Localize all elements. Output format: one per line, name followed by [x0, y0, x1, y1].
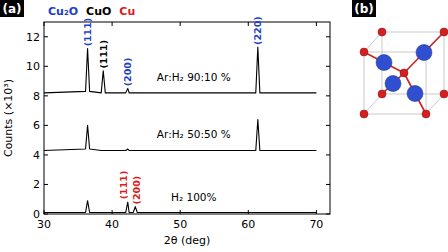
y-tick: [326, 214, 330, 215]
y-tick: [44, 214, 48, 215]
y-tick: [326, 95, 330, 96]
curve-label: H₂ 100%: [171, 191, 216, 203]
y-tick: [326, 66, 330, 67]
atom-o: [422, 110, 430, 118]
x-tick-label: 40: [105, 218, 119, 231]
atom-o: [440, 28, 448, 36]
y-tick-label: 0: [33, 208, 40, 221]
x-tick: [180, 22, 181, 26]
y-tick-label: 6: [33, 119, 40, 132]
atom-cu: [376, 55, 392, 71]
x-tick: [248, 22, 249, 26]
atom-cu: [385, 76, 401, 92]
x-tick: [44, 22, 45, 26]
atom-o: [360, 110, 368, 118]
y-tick: [44, 36, 48, 37]
y-tick-label: 2: [33, 178, 40, 191]
x-tick-label: 50: [173, 218, 187, 231]
panel-label-box: [352, 0, 376, 17]
bond: [404, 32, 444, 73]
atom-o: [440, 90, 448, 98]
phase-legend: Cu₂O: [48, 5, 78, 18]
cell-edge: [426, 52, 427, 114]
curve-label: Ar:H₂ 50:50 %: [157, 128, 231, 140]
atom-cu: [407, 86, 423, 102]
y-tick-label: 8: [33, 90, 40, 103]
bond: [382, 73, 404, 94]
peak-label: (220): [252, 16, 263, 45]
peak-label: (111): [118, 171, 129, 200]
x-tick-label: 70: [309, 218, 323, 231]
peak-label: (111): [98, 40, 109, 69]
figure: (a)(b)Cu₂OCuOCu30405060700246810122θ (de…: [0, 0, 448, 252]
x-tick-label: 60: [241, 218, 255, 231]
xrd-curve: [44, 119, 316, 150]
atom-o: [378, 90, 386, 98]
cell-edge: [364, 114, 426, 115]
y-tick: [44, 184, 48, 185]
cell-edge: [382, 32, 444, 33]
y-tick: [44, 154, 48, 155]
curves: [44, 47, 316, 212]
panel-label: (a): [2, 2, 21, 16]
phase-legend: CuO: [86, 5, 111, 18]
y-tick: [44, 95, 48, 96]
x-tick: [112, 22, 113, 26]
y-tick-label: 4: [33, 149, 40, 162]
plot-frame: [44, 22, 330, 214]
atom-o: [400, 69, 408, 77]
peak-label: (200): [122, 58, 133, 87]
atom-o: [360, 48, 368, 56]
cell-edge: [444, 32, 445, 94]
xrd-curve: [44, 47, 316, 93]
x-axis-label: 2θ (deg): [164, 234, 211, 247]
atom-cu: [416, 45, 432, 61]
cell-edge: [364, 52, 365, 114]
x-tick: [316, 22, 317, 26]
y-tick-label: 12: [26, 31, 40, 44]
y-tick: [326, 125, 330, 126]
panel-label-box: [0, 0, 24, 17]
y-tick: [326, 184, 330, 185]
y-tick: [44, 66, 48, 67]
bond: [404, 73, 426, 114]
y-tick-label: 10: [26, 60, 40, 73]
bond: [364, 52, 404, 73]
curve-label: Ar:H₂ 90:10 %: [157, 71, 231, 83]
atom-o: [378, 28, 386, 36]
panel-label: (b): [354, 2, 374, 16]
y-tick: [326, 36, 330, 37]
phase-legend: Cu: [119, 5, 135, 18]
crystal-structure: [360, 28, 448, 118]
peak-label: (200): [131, 176, 142, 205]
y-tick: [44, 125, 48, 126]
y-tick: [326, 154, 330, 155]
peak-label: (111): [82, 18, 93, 47]
y-axis-label: Counts (×10³): [2, 79, 15, 157]
